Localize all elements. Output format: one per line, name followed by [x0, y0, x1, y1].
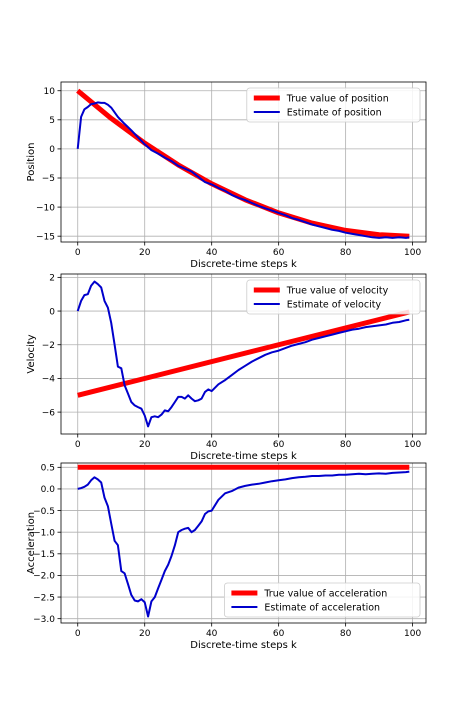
x-tick-label: 60 [273, 629, 285, 639]
chart-panel-3: 0 20 40 60 80 100 −3.0 −2.5 −2.0 −1.5 −1.0 −0.5 0.0 0… [26, 462, 427, 651]
plot-frame [60, 462, 427, 624]
x-axis-label: Discrete-time steps k [190, 259, 297, 270]
legend-label-1: True value of position [286, 93, 389, 104]
series-line-2 [76, 280, 410, 428]
legend-label-1: True value of acceleration [263, 588, 387, 599]
x-axis-label: Discrete-time steps k [190, 640, 297, 651]
legend-label-2: Estimate of velocity [287, 299, 382, 310]
y-tick-label: −3.0 [33, 615, 55, 625]
chart-panel-2: 0 20 40 60 80 100 −6 −4 −2 0 2 Discrete-time steps … [26, 273, 427, 462]
x-tick-label: 60 [273, 248, 285, 258]
y-tick-label: −15 [36, 232, 55, 242]
x-tick-label: 80 [340, 248, 352, 258]
x-tick-label: 0 [75, 440, 81, 450]
y-tick-label: −4 [42, 375, 56, 385]
x-tick-label: 100 [404, 248, 421, 258]
y-axis-label: Position [26, 143, 37, 182]
y-tick-label: −2 [42, 341, 55, 351]
y-axis-label: Velocity [26, 334, 37, 373]
y-tick-label: 0.0 [41, 485, 56, 495]
chart-panel-1: 0 20 40 60 80 100 −15 −10 −5 0 5 10 Discrete-time st… [26, 81, 427, 270]
y-tick-label: −2.5 [33, 593, 55, 603]
x-tick-label: 40 [206, 440, 218, 450]
legend-label-2: Estimate of position [287, 107, 382, 118]
x-tick-label: 40 [206, 248, 218, 258]
y-tick-label: −1.0 [33, 528, 55, 538]
legend-label-1: True value of velocity [286, 285, 389, 296]
legend-box [223, 582, 421, 618]
series-line-2 [76, 101, 410, 239]
x-tick-label: 20 [139, 248, 151, 258]
legend-label-2: Estimate of acceleration [264, 602, 380, 613]
y-tick-label: 0 [49, 307, 55, 317]
x-tick-label: 0 [75, 629, 81, 639]
y-tick-label: −5 [42, 174, 55, 184]
x-tick-label: 80 [340, 629, 352, 639]
y-axis-label: Acceleration [26, 512, 37, 574]
x-tick-label: 60 [273, 440, 285, 450]
y-tick-label: −10 [36, 203, 55, 213]
legend-box [246, 87, 421, 123]
x-axis-label: Discrete-time steps k [190, 451, 297, 462]
y-tick-label: −2.0 [33, 572, 55, 582]
legend: True value of velocity Estimate of veloci… [246, 279, 421, 315]
legend: True value of acceleration Estimate of ac… [223, 582, 421, 618]
legend-box [246, 279, 421, 315]
y-tick-label: −1.5 [33, 550, 55, 560]
series-line-2 [77, 470, 410, 618]
plot-frame [60, 273, 427, 435]
series-line-1 [77, 309, 410, 398]
x-tick-label: 0 [75, 248, 81, 258]
plot-frame [60, 81, 427, 243]
y-tick-label: 0 [49, 145, 55, 155]
y-tick-label: 5 [49, 116, 55, 126]
y-tick-label: −0.5 [33, 507, 55, 517]
x-tick-label: 20 [139, 629, 151, 639]
x-tick-label: 100 [404, 629, 421, 639]
x-tick-label: 100 [404, 440, 421, 450]
x-tick-label: 40 [206, 629, 218, 639]
y-tick-label: 10 [44, 87, 56, 97]
x-tick-label: 20 [139, 440, 151, 450]
y-tick-label: 0.5 [41, 464, 55, 474]
y-tick-label: −6 [42, 408, 56, 418]
legend: True value of position Estimate of positi… [246, 87, 421, 123]
x-tick-label: 80 [340, 440, 352, 450]
y-tick-label: 2 [49, 274, 55, 284]
